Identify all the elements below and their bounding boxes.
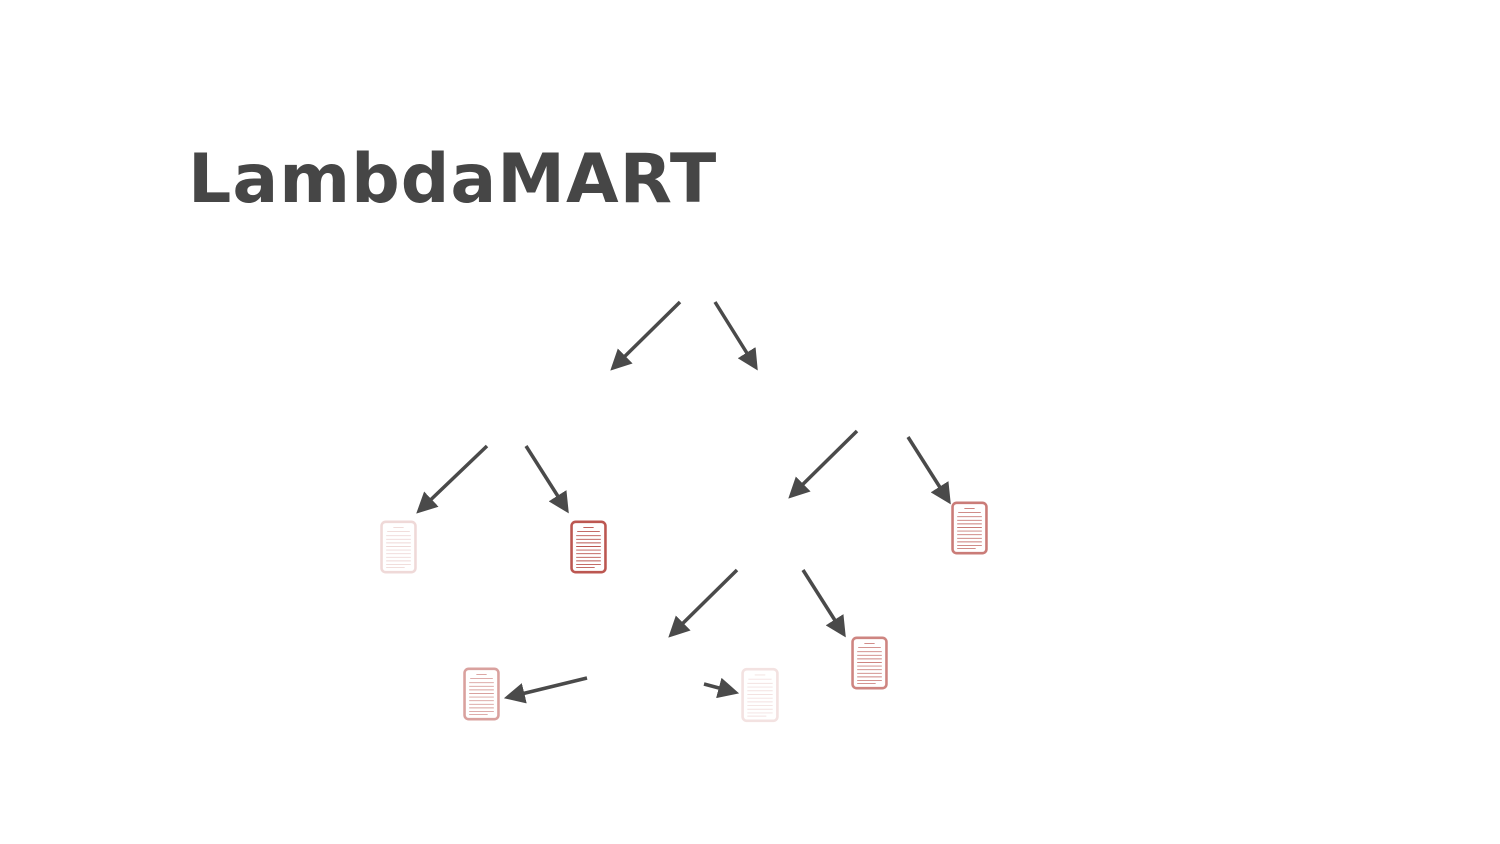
arrow bbox=[503, 676, 588, 704]
arrow bbox=[801, 569, 846, 638]
document-icon bbox=[951, 501, 988, 555]
arrow bbox=[713, 301, 758, 371]
arrow bbox=[416, 444, 489, 514]
arrow bbox=[524, 445, 569, 514]
document-icon bbox=[380, 520, 417, 574]
slide-title: LambdaMART bbox=[188, 140, 717, 219]
tree-arrows bbox=[416, 300, 951, 704]
arrow bbox=[788, 429, 859, 499]
arrow bbox=[668, 568, 739, 638]
arrow bbox=[610, 300, 682, 371]
document-icon bbox=[570, 520, 607, 574]
arrow bbox=[906, 436, 951, 505]
arrow bbox=[703, 677, 740, 699]
document-icon bbox=[851, 636, 888, 690]
document-leaves bbox=[380, 501, 988, 723]
document-icon bbox=[741, 667, 779, 723]
document-icon bbox=[463, 667, 500, 721]
